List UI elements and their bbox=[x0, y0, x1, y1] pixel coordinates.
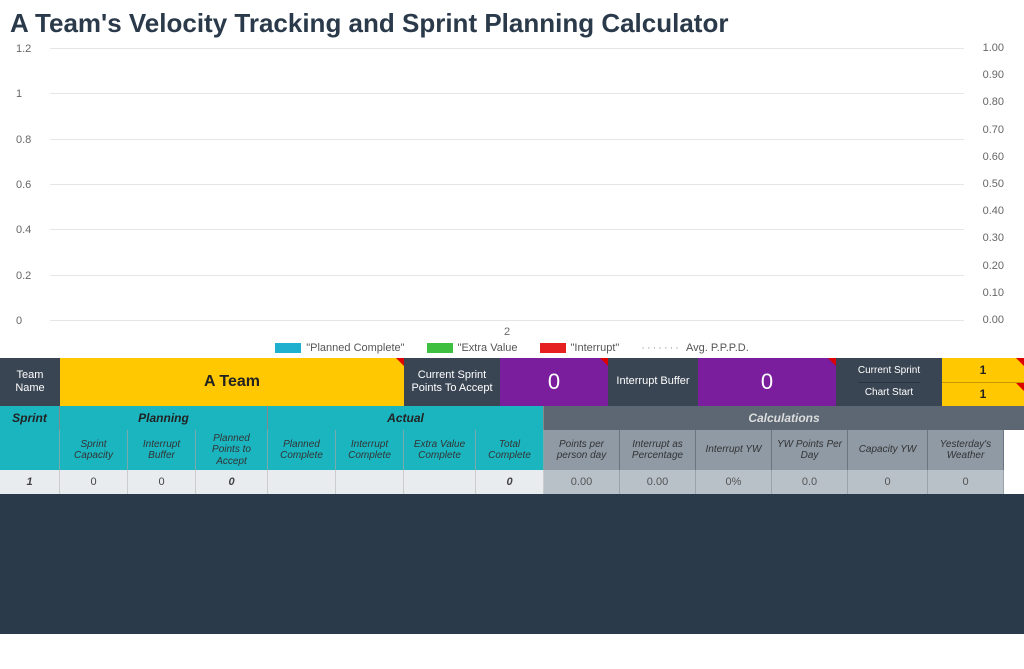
col-interrupt-complete: Interrupt Complete bbox=[336, 430, 404, 470]
cell-points-per-day: 0.00 bbox=[544, 470, 620, 494]
comment-indicator-icon bbox=[1016, 358, 1024, 366]
y-right-tick: 0.50 bbox=[983, 178, 1004, 190]
col-interrupt-pct: Interrupt as Percentage bbox=[620, 430, 696, 470]
legend-item: "Planned Complete" bbox=[275, 342, 404, 354]
section-headers: Sprint Planning Actual Calculations bbox=[0, 406, 1024, 430]
cell-planned-complete[interactable] bbox=[268, 470, 336, 494]
current-points-cell[interactable]: 0 bbox=[500, 358, 608, 406]
y-left-tick: 1 bbox=[16, 88, 22, 100]
legend-item: "Interrupt" bbox=[540, 342, 620, 354]
y-right-tick: 0.30 bbox=[983, 232, 1004, 244]
y-left-tick: 0 bbox=[16, 315, 22, 327]
y-right-tick: 0.10 bbox=[983, 287, 1004, 299]
config-row: Team Name A Team Current Sprint Points T… bbox=[0, 358, 1024, 406]
col-extra-value: Extra Value Complete bbox=[404, 430, 476, 470]
col-interrupt-buffer: Interrupt Buffer bbox=[128, 430, 196, 470]
col-planned-points: Planned Points to Accept bbox=[196, 430, 268, 470]
cell-capacity-yw: 0 bbox=[848, 470, 928, 494]
y-left-tick: 0.2 bbox=[16, 270, 31, 282]
interrupt-buffer-cell[interactable]: 0 bbox=[698, 358, 836, 406]
y-left-tick: 1.2 bbox=[16, 43, 31, 55]
col-planned-complete: Planned Complete bbox=[268, 430, 336, 470]
cell-yw-points: 0.0 bbox=[772, 470, 848, 494]
data-row: 1 0 0 0 0 0.00 0.00 0% 0.0 0 0 bbox=[0, 470, 1024, 494]
cell-sprint-capacity[interactable]: 0 bbox=[60, 470, 128, 494]
team-name-label: Team Name bbox=[0, 358, 60, 406]
chart-legend: "Planned Complete" "Extra Value "Interru… bbox=[0, 342, 1024, 354]
col-sprint-capacity: Sprint Capacity bbox=[60, 430, 128, 470]
legend-item: "Extra Value bbox=[427, 342, 518, 354]
col-capacity-yw: Capacity YW bbox=[848, 430, 928, 470]
cell-extra-value[interactable] bbox=[404, 470, 476, 494]
cell-yesterdays: 0 bbox=[928, 470, 1004, 494]
y-right-tick: 0.20 bbox=[983, 260, 1004, 272]
y-right-tick: 0.80 bbox=[983, 96, 1004, 108]
legend-item: ·······Avg. P.P.P.D. bbox=[641, 342, 748, 354]
cell-total-complete[interactable]: 0 bbox=[476, 470, 544, 494]
column-headers: Sprint Capacity Interrupt Buffer Planned… bbox=[0, 430, 1024, 470]
col-interrupt-yw: Interrupt YW bbox=[696, 430, 772, 470]
y-left-tick: 0.8 bbox=[16, 134, 31, 146]
sprint-values[interactable]: 1 1 bbox=[942, 358, 1024, 406]
comment-indicator-icon bbox=[396, 358, 404, 366]
sprint-labels: Current Sprint Chart Start bbox=[836, 358, 942, 406]
cell-planned-points[interactable]: 0 bbox=[196, 470, 268, 494]
y-left-tick: 0.6 bbox=[16, 179, 31, 191]
x-tick: 2 bbox=[504, 326, 510, 338]
y-right-tick: 1.00 bbox=[983, 42, 1004, 54]
section-sprint: Sprint bbox=[0, 406, 60, 430]
col-points-per-day: Points per person day bbox=[544, 430, 620, 470]
y-right-tick: 0.40 bbox=[983, 205, 1004, 217]
cell-interrupt-pct: 0.00 bbox=[620, 470, 696, 494]
team-name-cell[interactable]: A Team bbox=[60, 358, 404, 406]
page-title: A Team's Velocity Tracking and Sprint Pl… bbox=[0, 0, 1024, 43]
velocity-chart: 1.2 1 0.8 0.6 0.4 0.2 0 1.00 0.90 0.80 0… bbox=[0, 43, 1024, 358]
section-actual: Actual bbox=[268, 406, 544, 430]
col-yw-points: YW Points Per Day bbox=[772, 430, 848, 470]
section-planning: Planning bbox=[60, 406, 268, 430]
cell-sprint[interactable]: 1 bbox=[0, 470, 60, 494]
col-total-complete: Total Complete bbox=[476, 430, 544, 470]
y-right-tick: 0.90 bbox=[983, 69, 1004, 81]
section-calculations: Calculations bbox=[544, 406, 1024, 430]
interrupt-buffer-label: Interrupt Buffer bbox=[608, 358, 698, 406]
cell-interrupt-buffer[interactable]: 0 bbox=[128, 470, 196, 494]
col-yesterdays: Yesterday's Weather bbox=[928, 430, 1004, 470]
comment-indicator-icon bbox=[600, 358, 608, 366]
current-points-label: Current Sprint Points To Accept bbox=[404, 358, 500, 406]
y-left-tick: 0.4 bbox=[16, 224, 31, 236]
cell-interrupt-yw: 0% bbox=[696, 470, 772, 494]
col-sprint bbox=[0, 430, 60, 470]
y-right-tick: 0.70 bbox=[983, 124, 1004, 136]
chart-plot-area: 1.2 1 0.8 0.6 0.4 0.2 0 1.00 0.90 0.80 0… bbox=[50, 48, 964, 320]
y-right-tick: 0.60 bbox=[983, 151, 1004, 163]
y-right-tick: 0.00 bbox=[983, 314, 1004, 326]
cell-interrupt-complete[interactable] bbox=[336, 470, 404, 494]
empty-rows-area bbox=[0, 494, 1024, 634]
comment-indicator-icon bbox=[828, 358, 836, 366]
comment-indicator-icon bbox=[1016, 383, 1024, 391]
